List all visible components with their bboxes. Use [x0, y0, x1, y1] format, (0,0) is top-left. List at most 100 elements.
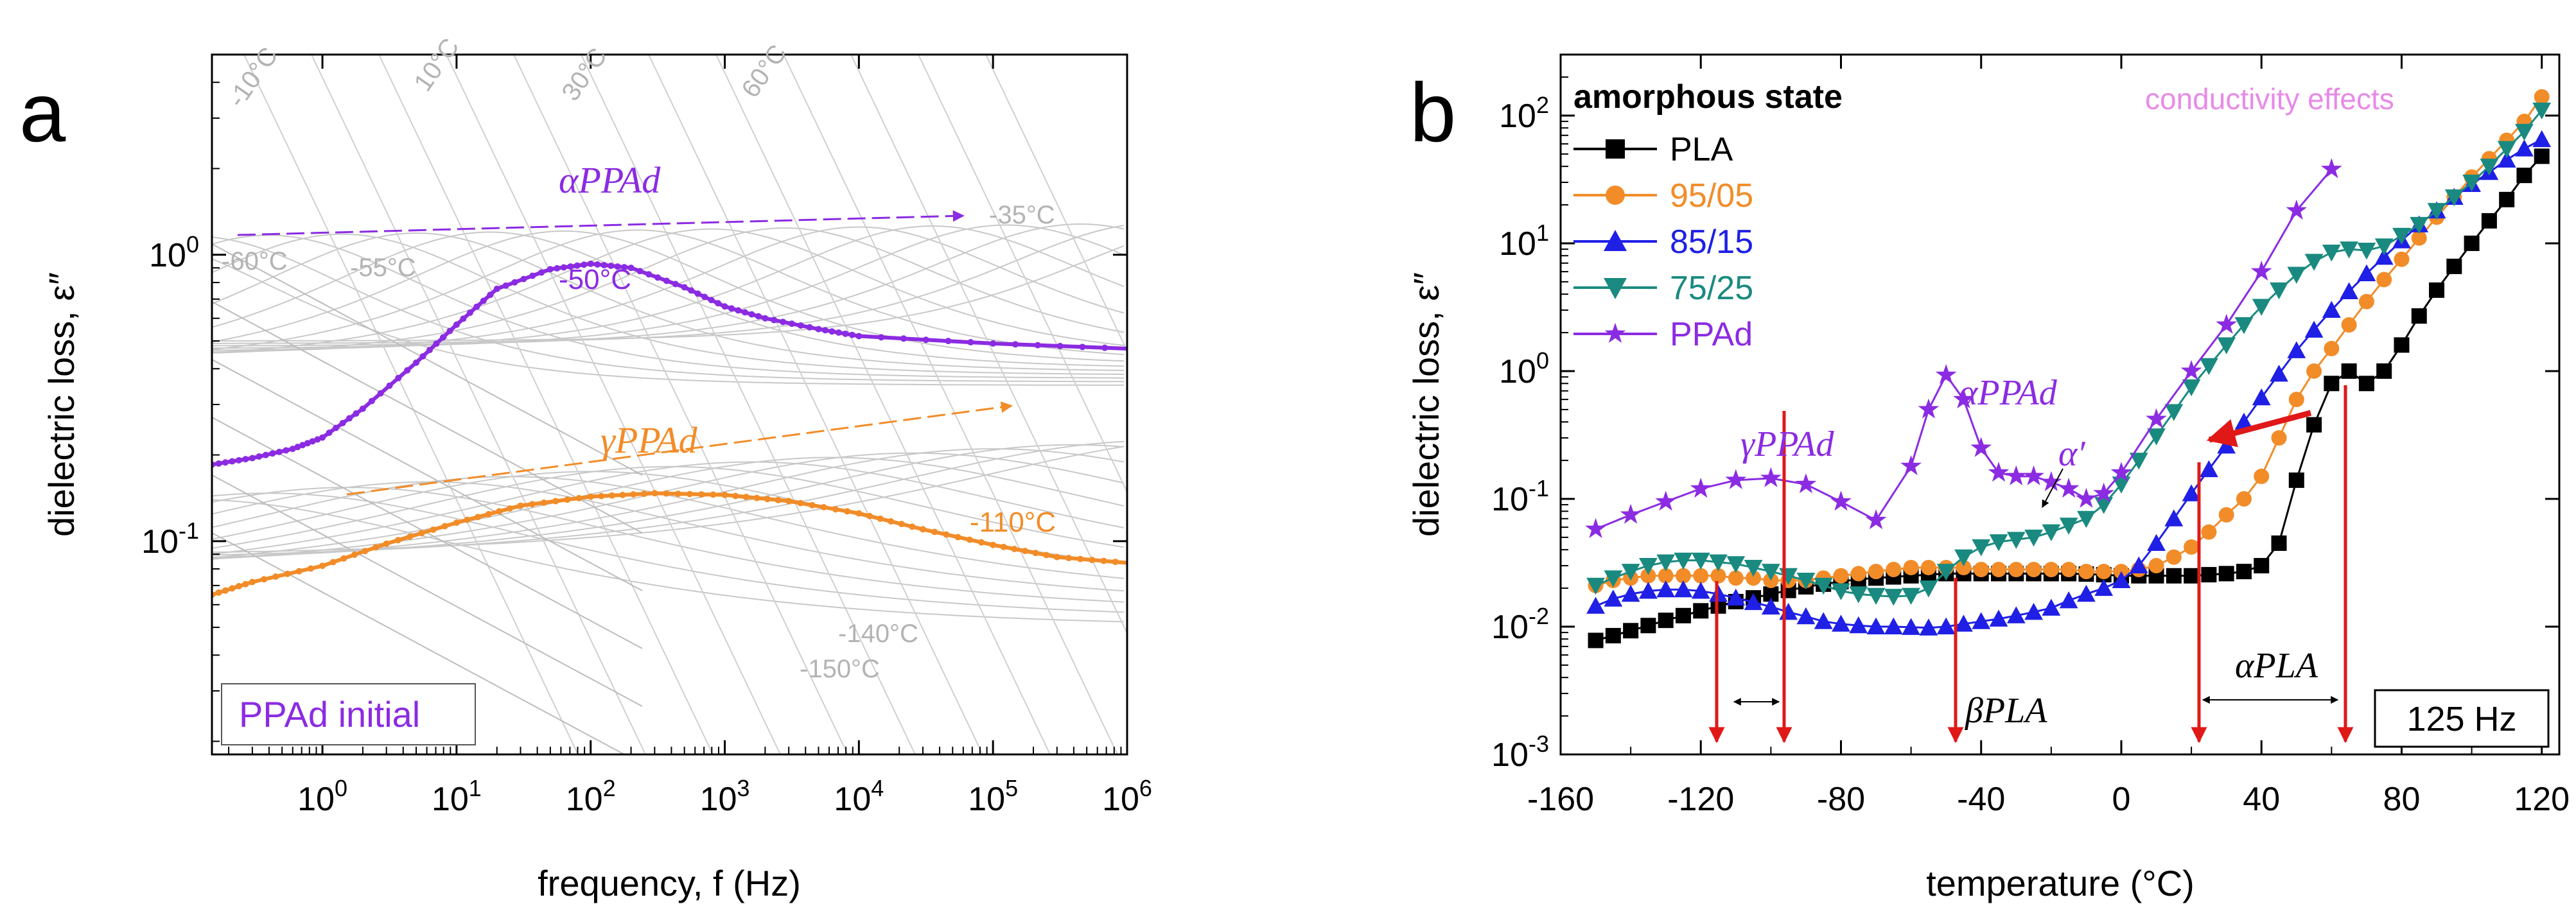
- data-point: [2201, 567, 2216, 582]
- x-tick-label: 101: [432, 775, 482, 818]
- data-point: [698, 491, 705, 498]
- y-tick-label: 10-2: [1491, 603, 1549, 646]
- data-point: [2516, 168, 2532, 183]
- grey-line: [212, 475, 642, 706]
- data-point: [1606, 186, 1625, 205]
- alpha-pla-label: αPLA: [2235, 646, 2318, 686]
- data-point: [1693, 603, 1708, 618]
- data-point: [2147, 534, 2166, 551]
- data-point: [2534, 89, 2550, 105]
- data-point: [284, 571, 290, 577]
- data-point: [1043, 552, 1049, 558]
- data-point: [663, 491, 670, 497]
- data-point: [460, 315, 466, 322]
- data-point: [2130, 557, 2148, 573]
- data-point: [821, 504, 827, 510]
- data-point: [2058, 478, 2080, 498]
- data-point: [383, 541, 390, 547]
- data-point: [654, 274, 661, 281]
- data-point: [487, 291, 493, 298]
- data-point: [538, 269, 545, 275]
- data-point: [990, 542, 996, 548]
- data-point: [552, 498, 559, 505]
- data-point: [518, 503, 524, 509]
- data-point: [1900, 455, 1922, 475]
- data-point: [496, 508, 502, 514]
- data-point: [2251, 261, 2272, 281]
- data-point: [2164, 509, 2183, 526]
- data-point: [672, 281, 679, 287]
- data-point: [1884, 589, 1903, 605]
- gamma-ppad-label: γPPAd: [600, 419, 698, 461]
- data-point: [878, 334, 884, 340]
- data-point: [2094, 497, 2113, 514]
- data-point: [1022, 548, 1028, 554]
- data-point: [340, 555, 347, 562]
- data-point: [609, 492, 615, 499]
- data-point: [2464, 236, 2480, 251]
- data-point: [1676, 608, 1691, 623]
- data-point: [2077, 511, 2096, 528]
- legend-label: 75/25: [1670, 270, 1753, 307]
- data-point: [330, 559, 337, 566]
- grey-curve: [212, 259, 1124, 385]
- legend-label: 85/15: [1670, 223, 1753, 261]
- data-point: [2376, 363, 2392, 379]
- data-point: [2236, 564, 2252, 579]
- data-point: [923, 336, 929, 343]
- data-point: [1851, 566, 1866, 581]
- data-point: [351, 552, 358, 558]
- data-point: [598, 493, 604, 500]
- temp-label: 60°C: [736, 40, 792, 103]
- legend-label: 95/05: [1670, 177, 1753, 214]
- data-point: [2306, 417, 2322, 433]
- data-point: [2149, 558, 2164, 573]
- data-point: [464, 517, 470, 523]
- legend-box-text: PPAd initial: [239, 694, 420, 735]
- data-point: [2041, 471, 2062, 491]
- data-point: [1604, 589, 1622, 606]
- data-point: [2216, 314, 2237, 334]
- data-point: [2394, 252, 2409, 267]
- data-point: [2342, 363, 2357, 379]
- alpha-ppad-arrow: [238, 216, 963, 235]
- data-point: [2289, 392, 2304, 407]
- data-point: [1011, 546, 1017, 552]
- data-point: [1623, 623, 1638, 638]
- data-point: [249, 578, 256, 585]
- data-point: [263, 452, 269, 458]
- data-point: [675, 491, 681, 497]
- data-point: [1919, 580, 1938, 597]
- panel-a-axes-frame: [212, 55, 1127, 754]
- temp-label: -60°C: [222, 247, 288, 275]
- data-point: [1779, 603, 1798, 620]
- panel-b-label: b: [1410, 65, 1456, 159]
- data-point: [1974, 562, 1989, 577]
- data-point: [529, 273, 536, 279]
- data-point: [807, 324, 813, 331]
- data-point: [486, 511, 492, 518]
- data-point: [2376, 272, 2392, 287]
- grey-curve: [212, 233, 1124, 370]
- y-tick-label: 10-3: [1491, 731, 1549, 774]
- data-point: [1760, 467, 1782, 487]
- data-point: [362, 548, 368, 554]
- data-point: [236, 583, 242, 589]
- data-point: [480, 298, 487, 304]
- data-point: [2060, 591, 2078, 608]
- data-point: [407, 534, 413, 540]
- x-tick-label: 0: [2112, 781, 2131, 818]
- data-point: [229, 585, 235, 591]
- data-point: [576, 495, 583, 501]
- data-point: [920, 526, 926, 532]
- data-point: [2201, 525, 2216, 540]
- data-point: [378, 390, 384, 397]
- data-point: [1089, 557, 1095, 563]
- data-point: [507, 505, 513, 512]
- data-point: [2359, 294, 2374, 309]
- legend-label: PPAd: [1670, 316, 1753, 353]
- data-point: [898, 521, 905, 527]
- grey-line: [244, 55, 578, 754]
- data-point: [688, 287, 694, 293]
- beta-pla-label: βPLA: [1965, 691, 2047, 731]
